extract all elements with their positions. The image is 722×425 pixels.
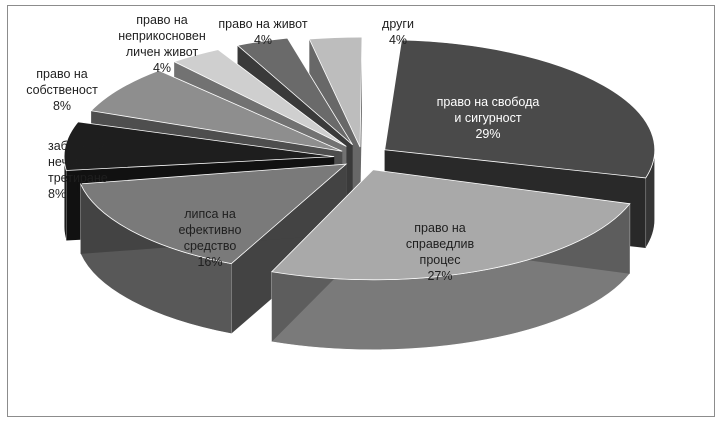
slice-label-0: право на свобода и сигурност 29% [437, 95, 540, 141]
slice-label-4: право на собственост 8% [26, 67, 98, 113]
pie-slice-3 [63, 121, 335, 171]
pie-slice-0 [384, 39, 656, 179]
pie-slice-1 [270, 169, 631, 281]
pie-slice-7 [308, 36, 363, 148]
slice-label-7: други 4% [382, 17, 414, 47]
pie-slice-5 [173, 49, 347, 147]
pie-top-layer [63, 36, 656, 281]
slice-label-1: право на справедлив процес 27% [406, 221, 475, 283]
pie-slice-2 [79, 163, 348, 265]
slice-label-6: право на живот 4% [218, 17, 307, 47]
slice-label-3: забрана за нечовешко третиране 8% [48, 139, 112, 201]
slice-label-5: право на неприкосновен личен живот 4% [118, 13, 206, 75]
pie-slice-6 [236, 37, 353, 146]
pie-slice-4 [90, 70, 343, 152]
slice-label-2: липса на ефективно средство 16% [178, 207, 241, 269]
pie-labels: право на свобода и сигурност 29% право на сп… [26, 13, 539, 283]
